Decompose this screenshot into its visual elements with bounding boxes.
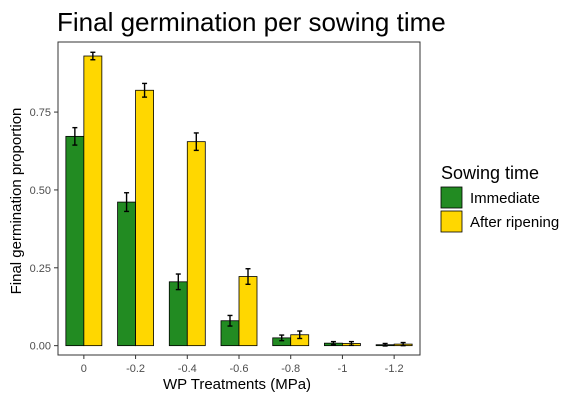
axes: 0.00 0.25 0.50 0.75 0 -0.2 -0.4 -0.6 -0.8 -1 -1.2 xyxy=(30,107,404,375)
y-axis-title: Final germination proportion xyxy=(8,108,25,295)
error-bar-immediate-6 xyxy=(382,342,388,347)
legend-label-after-ripening: After ripening xyxy=(470,214,559,231)
error-bar-after-ripening-4 xyxy=(297,330,303,340)
bar-immediate-0 xyxy=(65,135,85,347)
x-tick-label: -0.6 xyxy=(230,363,249,375)
x-axis-title: WP Treatments (MPa) xyxy=(163,376,311,393)
error-bar-after-ripening-3 xyxy=(245,268,251,286)
y-tick-label: 0.75 xyxy=(30,107,51,119)
error-bar-immediate-4 xyxy=(279,334,285,342)
error-bar-after-ripening-5 xyxy=(348,340,354,347)
bar-after-ripening-1 xyxy=(135,89,154,347)
error-bar-immediate-2 xyxy=(175,273,181,291)
bar-after-ripening-2 xyxy=(186,141,206,347)
x-tick-label: -0.2 xyxy=(126,363,145,375)
x-tick-label: -1 xyxy=(338,363,348,375)
error-bar-after-ripening-6 xyxy=(400,341,406,347)
legend: Sowing time Immediate After ripening xyxy=(440,163,559,233)
error-bars xyxy=(72,51,406,347)
error-bar-immediate-1 xyxy=(124,192,130,213)
error-bar-after-ripening-2 xyxy=(193,132,199,152)
error-bar-immediate-3 xyxy=(227,314,233,327)
x-tick-label: -0.4 xyxy=(178,363,197,375)
y-tick-label: 0.50 xyxy=(30,185,51,197)
y-tick-label: 0.00 xyxy=(30,341,51,353)
bar-after-ripening-0 xyxy=(83,55,103,347)
legend-title: Sowing time xyxy=(441,163,539,183)
bars xyxy=(65,55,413,347)
x-tick-label: 0 xyxy=(81,363,87,375)
x-tick-label: -0.8 xyxy=(281,363,300,375)
bar-immediate-2 xyxy=(168,281,188,347)
legend-key-after-ripening xyxy=(440,210,463,233)
legend-key-immediate xyxy=(440,186,463,209)
error-bar-immediate-5 xyxy=(330,340,336,346)
error-bar-after-ripening-1 xyxy=(142,82,148,98)
error-bar-after-ripening-0 xyxy=(90,51,96,61)
error-bar-immediate-0 xyxy=(72,126,78,146)
legend-label-immediate: Immediate xyxy=(470,190,540,207)
y-tick-label: 0.25 xyxy=(30,263,51,275)
x-tick-label: -1.2 xyxy=(385,363,404,375)
bar-after-ripening-3 xyxy=(238,276,258,347)
chart-title: Final germination per sowing time xyxy=(57,7,446,37)
bar-immediate-1 xyxy=(117,201,136,347)
